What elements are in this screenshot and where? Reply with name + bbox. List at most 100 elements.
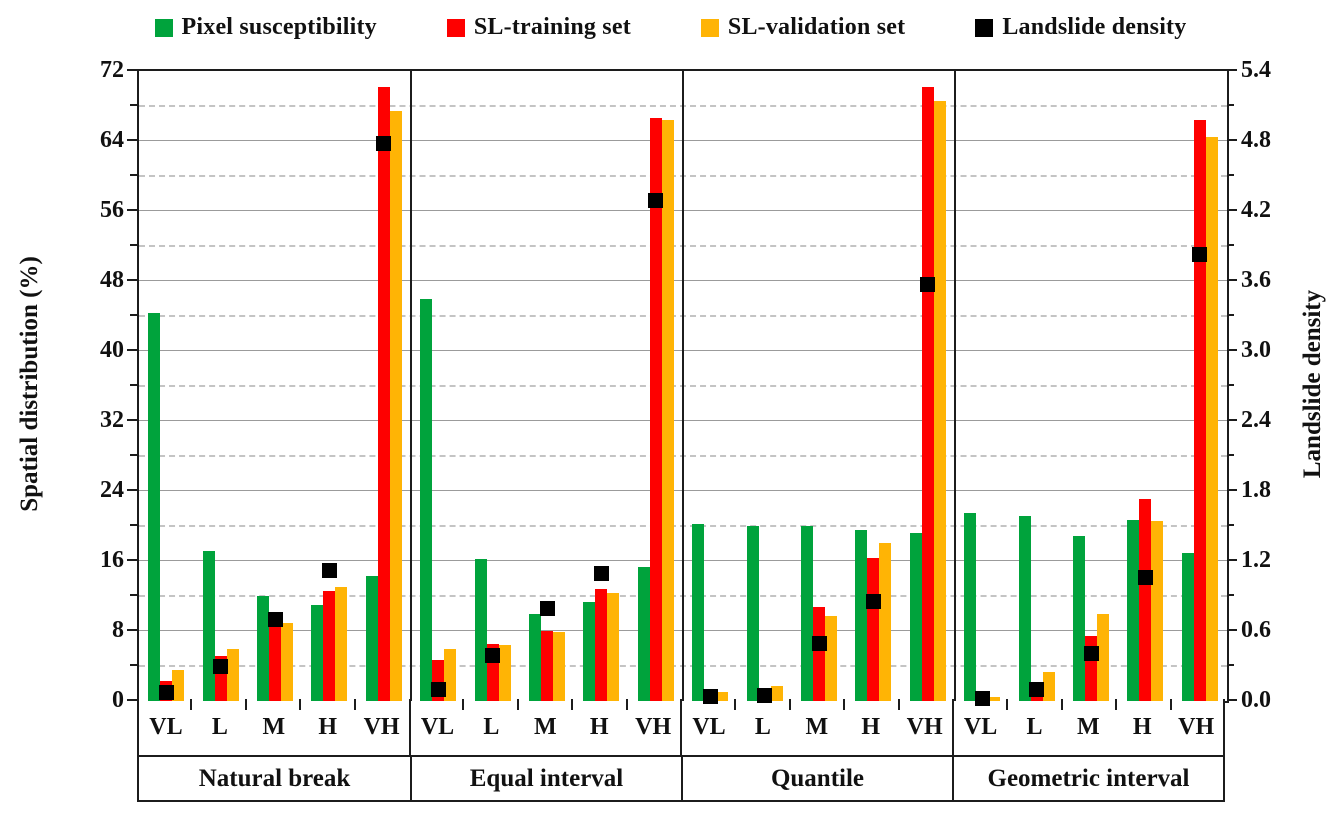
right-axis-tick bbox=[1227, 209, 1237, 211]
right-axis-tick bbox=[1227, 174, 1234, 176]
category-boundary-tick bbox=[462, 699, 465, 710]
bar-pixel-susceptibility bbox=[148, 313, 161, 701]
landslide-density-marker bbox=[430, 681, 446, 697]
category-label-l: L bbox=[1026, 713, 1043, 740]
bar-pixel-susceptibility bbox=[420, 298, 433, 701]
bar-sl-validation bbox=[335, 587, 348, 701]
panel-divider bbox=[682, 71, 684, 701]
right-axis-tick bbox=[1227, 384, 1234, 386]
legend-item-sl-training-set: SL-training set bbox=[446, 14, 631, 41]
landslide-density-marker bbox=[1137, 569, 1153, 585]
category-boundary-tick bbox=[897, 699, 900, 710]
left-axis-tick bbox=[130, 594, 137, 596]
bar-pixel-susceptibility bbox=[801, 526, 813, 701]
bar-sl-validation bbox=[1042, 672, 1055, 701]
left-axis-tick bbox=[127, 139, 137, 141]
right-axis-tick bbox=[1227, 664, 1234, 666]
landslide-density-marker bbox=[539, 601, 555, 617]
bar-sl-validation bbox=[281, 623, 293, 701]
bar-sl-validation bbox=[879, 542, 892, 701]
bar-sl-training bbox=[813, 607, 825, 701]
right-axis-tick bbox=[1227, 419, 1237, 421]
category-boundary-tick bbox=[571, 699, 574, 710]
bar-pixel-susceptibility bbox=[692, 524, 705, 701]
right-axis-tick-label: 3.0 bbox=[1241, 337, 1271, 363]
right-axis-tick bbox=[1227, 454, 1234, 456]
plot-area bbox=[137, 69, 1229, 707]
category-label-vl: VL bbox=[680, 699, 736, 755]
category-boundary-tick bbox=[1169, 699, 1172, 710]
landslide-density-marker bbox=[1192, 246, 1208, 262]
panel-label-quantile: Quantile bbox=[681, 757, 952, 800]
left-axis-tick-label: 8 bbox=[112, 617, 124, 643]
panel-divider bbox=[954, 71, 956, 701]
right-axis-tick bbox=[1227, 699, 1237, 701]
right-axis-tick-label: 5.4 bbox=[1241, 57, 1271, 83]
left-axis-tick bbox=[127, 489, 137, 491]
right-axis-tick bbox=[1227, 279, 1237, 281]
category-boundary-tick bbox=[353, 699, 356, 710]
landslide-density-marker bbox=[593, 566, 609, 582]
category-boundary-tick bbox=[625, 699, 628, 710]
left-axis-tick bbox=[130, 244, 137, 246]
panel-divider bbox=[410, 71, 412, 701]
panel-label-equal-interval: Equal interval bbox=[410, 757, 681, 800]
left-axis-tick bbox=[130, 664, 137, 666]
bar-sl-validation bbox=[1097, 613, 1109, 701]
bar-pixel-susceptibility bbox=[1018, 515, 1031, 701]
bar-sl-training bbox=[377, 86, 390, 701]
category-boundary-tick bbox=[299, 699, 302, 710]
right-axis-tick bbox=[1227, 314, 1234, 316]
right-axis-tick-label: 3.6 bbox=[1241, 267, 1271, 293]
category-boundary-tick bbox=[843, 699, 846, 710]
left-axis-tick bbox=[127, 559, 137, 561]
right-axis-tick bbox=[1227, 349, 1237, 351]
bar-sl-training bbox=[921, 86, 934, 701]
left-axis-tick bbox=[130, 314, 137, 316]
bar-pixel-susceptibility bbox=[1181, 553, 1194, 701]
left-axis-tick-label: 24 bbox=[100, 477, 124, 503]
bar-pixel-susceptibility bbox=[257, 596, 269, 701]
bar-sl-training bbox=[323, 590, 336, 701]
category-label-row: VL L M H VH VL L M H VH VL L M H VH VL L M H VH bbox=[137, 699, 1225, 757]
category-label-m: M bbox=[805, 713, 829, 740]
bar-sl-validation bbox=[988, 696, 1001, 701]
landslide-density-marker bbox=[1029, 681, 1045, 697]
bar-pixel-susceptibility bbox=[746, 526, 759, 701]
right-axis-tick bbox=[1227, 69, 1237, 71]
right-axis-tick bbox=[1227, 139, 1237, 141]
bar-pixel-susceptibility bbox=[202, 550, 215, 701]
bar-pixel-susceptibility bbox=[909, 533, 922, 701]
landslide-density-marker bbox=[974, 691, 990, 707]
category-label-m: M bbox=[262, 713, 286, 740]
left-axis-tick-label: 56 bbox=[100, 197, 124, 223]
legend-swatch-green bbox=[154, 18, 173, 37]
right-axis-tick-label: 2.4 bbox=[1241, 407, 1271, 433]
category-label-h: H bbox=[1132, 713, 1152, 740]
right-axis-tick bbox=[1227, 629, 1237, 631]
bar-pixel-susceptibility bbox=[637, 567, 650, 701]
left-axis-tick-label: 72 bbox=[100, 57, 124, 83]
right-axis-tick bbox=[1227, 244, 1234, 246]
category-label-vl: VL bbox=[149, 713, 183, 740]
landslide-density-marker bbox=[158, 685, 174, 701]
right-axis-tick-label: 0.6 bbox=[1241, 617, 1271, 643]
category-boundary-tick bbox=[788, 699, 791, 710]
bar-pixel-susceptibility bbox=[529, 614, 541, 701]
legend-label: Pixel susceptibility bbox=[181, 14, 377, 40]
category-label-h: H bbox=[589, 713, 609, 740]
legend-swatch-orange bbox=[700, 18, 719, 37]
category-boundary-tick bbox=[190, 699, 193, 710]
bar-sl-validation bbox=[770, 686, 783, 701]
bar-sl-validation bbox=[933, 100, 946, 701]
bar-pixel-susceptibility bbox=[855, 530, 868, 701]
left-axis-tick bbox=[130, 524, 137, 526]
landslide-density-marker bbox=[1083, 645, 1099, 661]
bar-sl-training bbox=[541, 631, 553, 701]
left-axis-tick bbox=[127, 209, 137, 211]
left-axis-tick bbox=[127, 69, 137, 71]
legend-item-pixel-susceptibility: Pixel susceptibility bbox=[154, 14, 377, 41]
category-label-m: M bbox=[1077, 713, 1100, 740]
left-axis-tick bbox=[127, 279, 137, 281]
